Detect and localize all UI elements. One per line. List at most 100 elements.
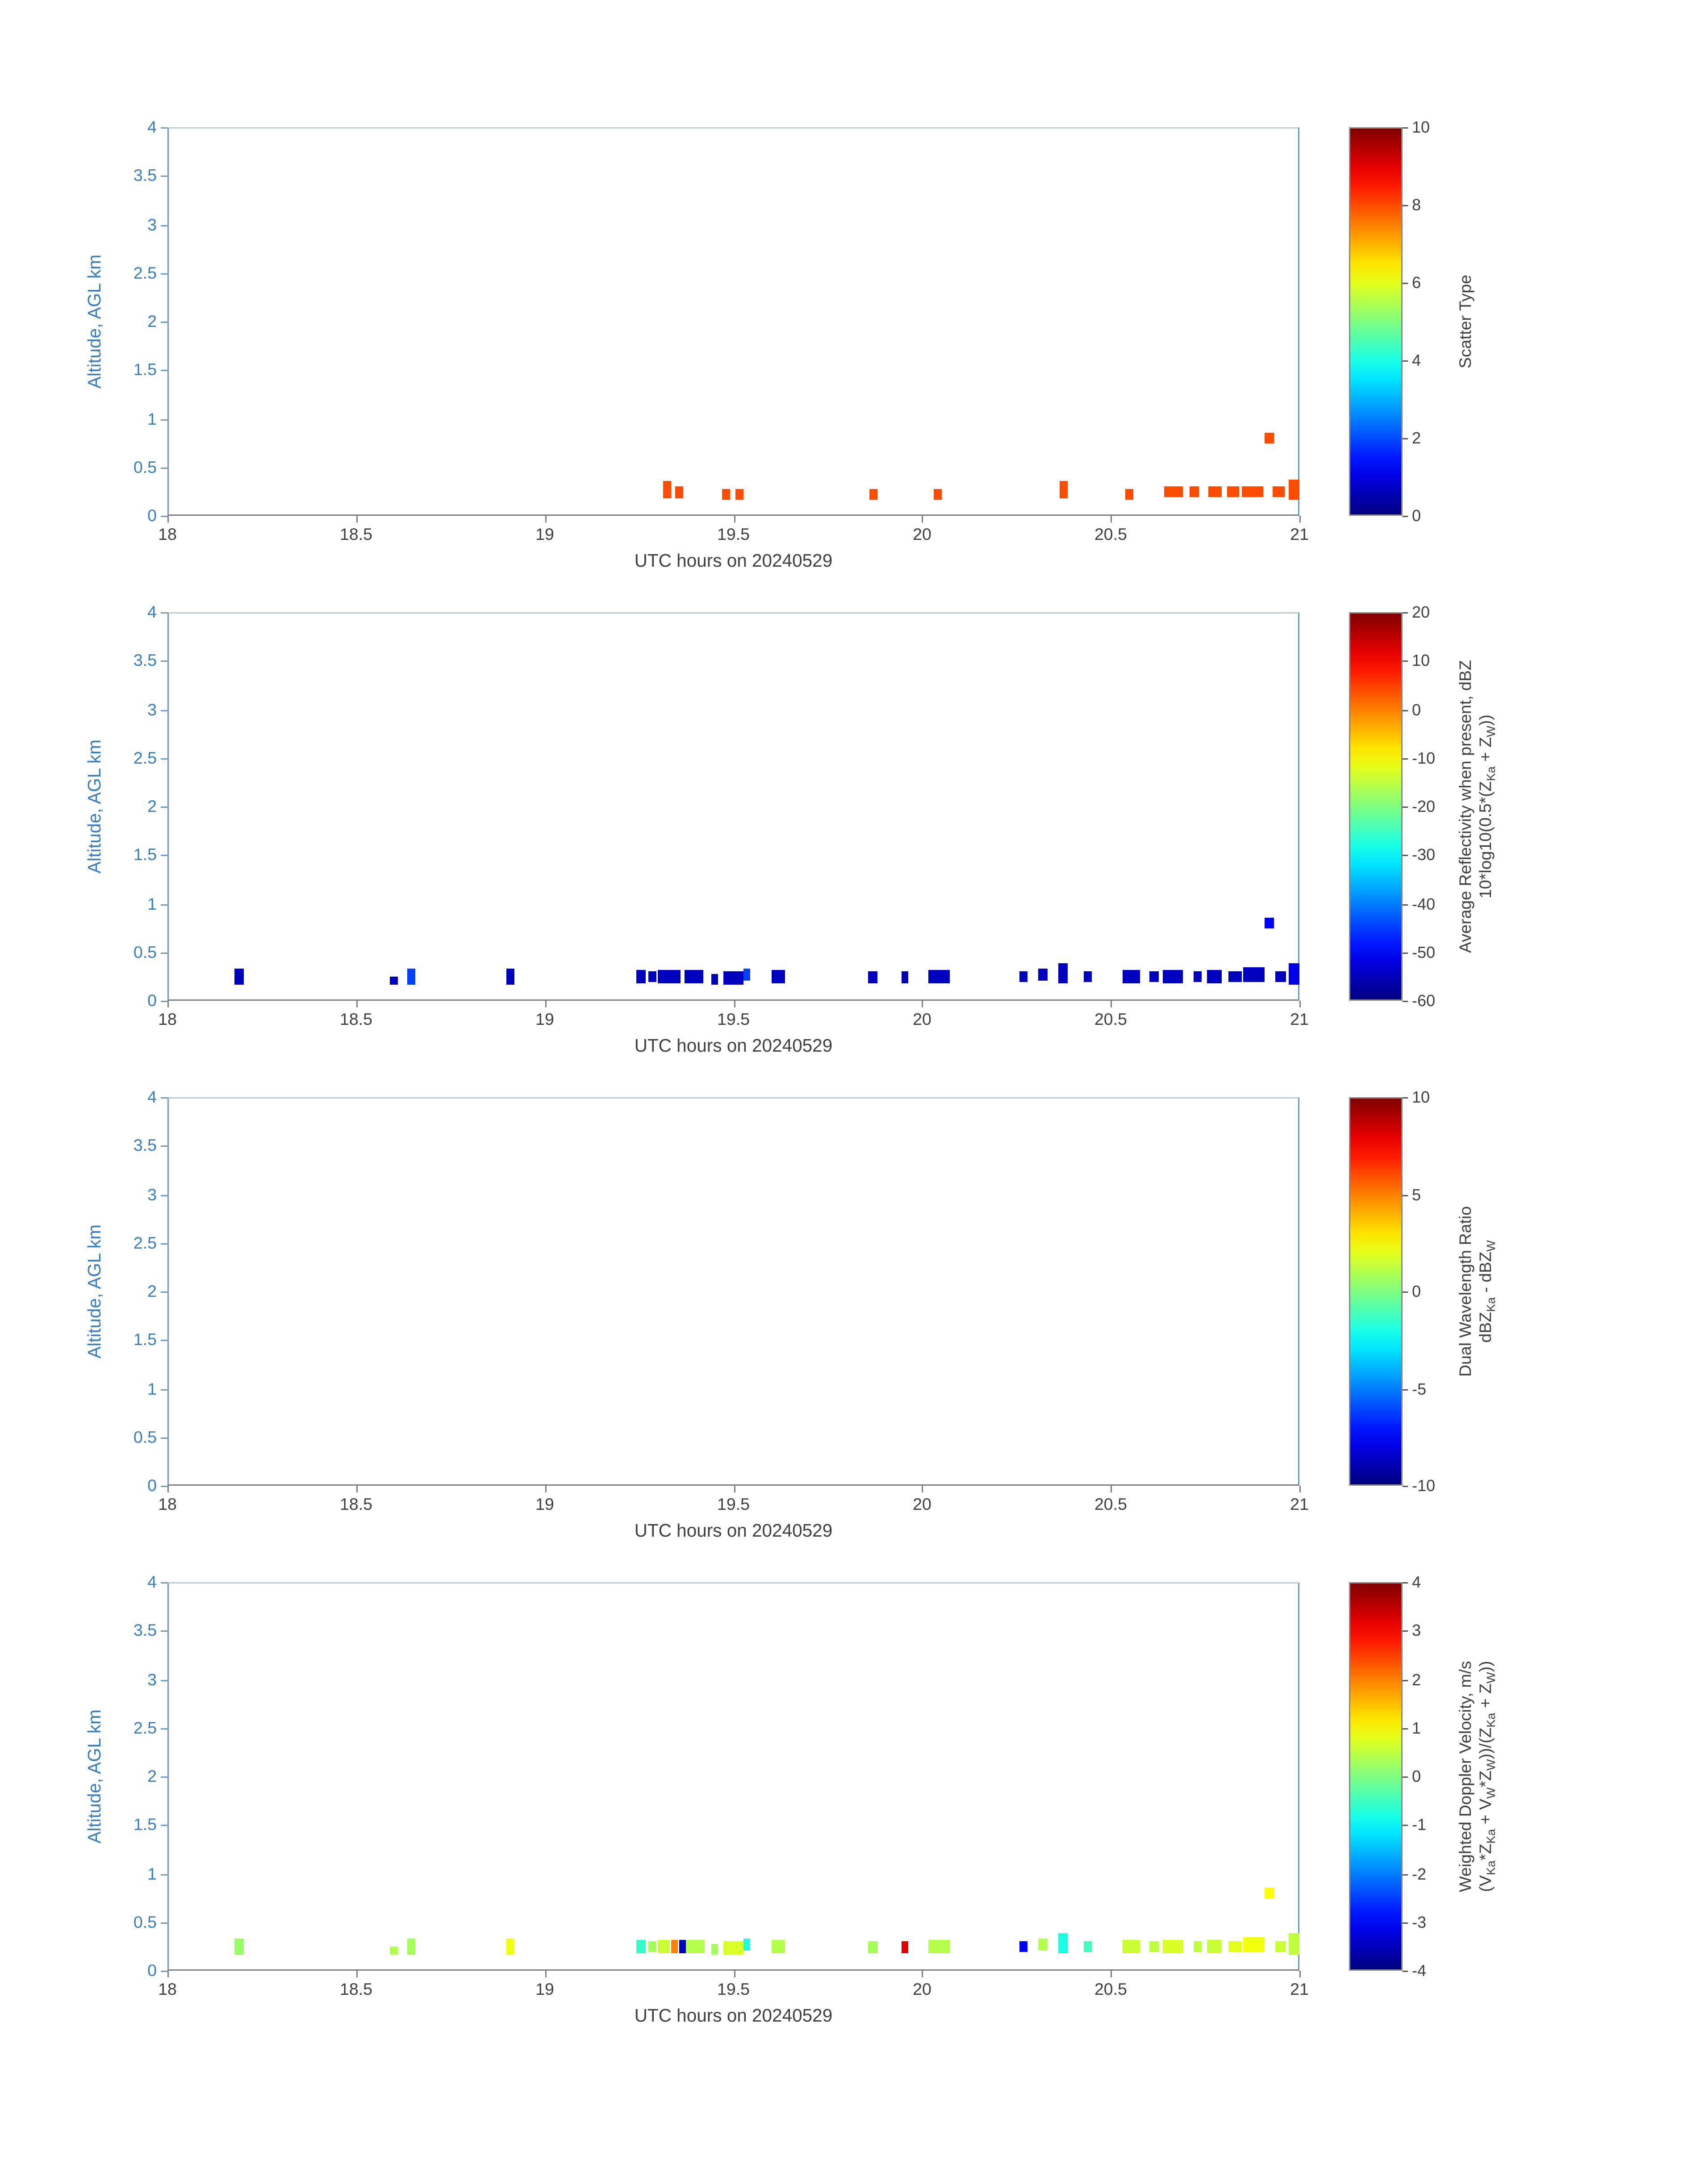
data-mark [1019, 970, 1028, 982]
data-mark [1084, 970, 1093, 982]
y-tick [161, 175, 167, 177]
y-tick-label: 2.5 [133, 1718, 157, 1738]
colorbar [1349, 1582, 1403, 1971]
data-mark [710, 1943, 718, 1956]
y-tick [161, 709, 167, 711]
y-tick [161, 467, 167, 469]
y-tick [161, 1243, 167, 1245]
data-mark [1288, 1934, 1299, 1956]
colorbar-tick-label: 10 [1412, 1088, 1430, 1107]
plot-box [167, 1097, 1299, 1486]
x-tick [544, 516, 546, 522]
data-mark [1208, 485, 1221, 497]
y-tick-label: 0 [147, 1476, 157, 1495]
y-tick [161, 855, 167, 857]
x-tick-label: 20.5 [1094, 525, 1127, 544]
subscript: W [1484, 1759, 1498, 1771]
colorbar-tick-label: -20 [1412, 797, 1436, 816]
data-mark [1228, 1940, 1242, 1952]
label-text: + Z [1476, 1683, 1495, 1713]
data-mark [868, 1941, 878, 1953]
y-tick-label: 1 [147, 409, 157, 428]
colorbar-tick [1403, 1582, 1408, 1584]
data-mark [1059, 1934, 1069, 1953]
x-tick-label: 20 [913, 1495, 931, 1514]
x-tick [922, 516, 923, 522]
colorbar-label-line: Weighted Doppler Velocity, m/s [1456, 1582, 1476, 1971]
colorbar-tick [1403, 1291, 1408, 1293]
y-tick-label: 2.5 [133, 263, 157, 283]
colorbar-tick [1403, 127, 1408, 129]
colorbar-tick-label: -60 [1412, 991, 1436, 1010]
y-tick-label: 0 [147, 991, 157, 1010]
data-mark [658, 1939, 669, 1953]
x-tick-label: 18.5 [339, 1980, 372, 1999]
colorbar-tick [1403, 1679, 1408, 1681]
x-tick [167, 1001, 169, 1007]
y-tick [161, 952, 167, 954]
colorbar-tick [1403, 855, 1408, 857]
y-tick [161, 1291, 167, 1293]
y-tick [161, 612, 167, 614]
data-mark [663, 481, 672, 498]
x-tick [167, 1971, 169, 1977]
y-axis-label: Altitude, AGL km [84, 1709, 104, 1844]
colorbar-tick-label: 20 [1412, 603, 1430, 622]
data-mark [1059, 964, 1069, 983]
data-mark [710, 974, 718, 986]
plot-box [167, 612, 1299, 1001]
data-mark [1162, 1939, 1184, 1953]
data-mark [901, 971, 909, 983]
colorbar-tick [1403, 1097, 1408, 1099]
subscript: W [1484, 1672, 1498, 1684]
colorbar-tick-label: 0 [1412, 1767, 1421, 1786]
colorbar-tick-label: 4 [1412, 351, 1421, 370]
colorbar-tick-label: -2 [1412, 1864, 1427, 1883]
data-mark [674, 486, 683, 498]
x-tick-label: 20 [913, 1980, 931, 1999]
x-tick [1299, 1486, 1301, 1492]
y-tick-label: 1.5 [133, 1815, 157, 1834]
x-tick [544, 1971, 546, 1977]
x-tick-label: 18 [158, 1495, 177, 1514]
y-tick-label: 2.5 [133, 1233, 157, 1253]
x-tick [1299, 1971, 1301, 1977]
colorbar-tick [1403, 1776, 1408, 1778]
x-tick-label: 20 [913, 525, 931, 544]
y-tick [161, 1630, 167, 1632]
y-tick-label: 0 [147, 506, 157, 525]
data-mark [1162, 969, 1184, 983]
colorbar-tick-label: 8 [1412, 196, 1421, 214]
x-tick [922, 1001, 923, 1007]
data-mark [1273, 485, 1285, 497]
colorbar [1349, 1097, 1403, 1486]
data-mark [1194, 970, 1202, 982]
y-tick-label: 0.5 [133, 943, 157, 962]
data-mark [743, 969, 751, 981]
x-tick [1111, 516, 1112, 522]
x-tick [356, 1971, 358, 1977]
colorbar-tick [1403, 1825, 1408, 1826]
colorbar-tick [1403, 205, 1408, 206]
data-mark [928, 969, 950, 983]
colorbar-tick [1403, 1001, 1408, 1002]
x-axis-label: UTC hours on 20240529 [634, 551, 833, 571]
colorbar-tick-label: -1 [1412, 1815, 1427, 1834]
y-tick-label: 1.5 [133, 1330, 157, 1350]
colorbar-tick [1403, 1630, 1408, 1632]
colorbar-tick-label: 0 [1412, 1282, 1421, 1301]
y-tick-label: 3.5 [133, 1136, 157, 1155]
y-tick [161, 273, 167, 275]
data-mark [390, 1946, 397, 1955]
y-tick-label: 3 [147, 1670, 157, 1689]
label-text: Weighted Doppler Velocity, m/s [1456, 1661, 1475, 1892]
x-tick [356, 1001, 358, 1007]
x-tick-label: 20.5 [1094, 1010, 1127, 1029]
x-tick-label: 21 [1290, 1495, 1309, 1514]
y-tick [161, 758, 167, 760]
colorbar-tick [1403, 660, 1408, 662]
y-tick-label: 1 [147, 894, 157, 913]
y-tick [161, 1437, 167, 1439]
x-tick [167, 1486, 169, 1492]
